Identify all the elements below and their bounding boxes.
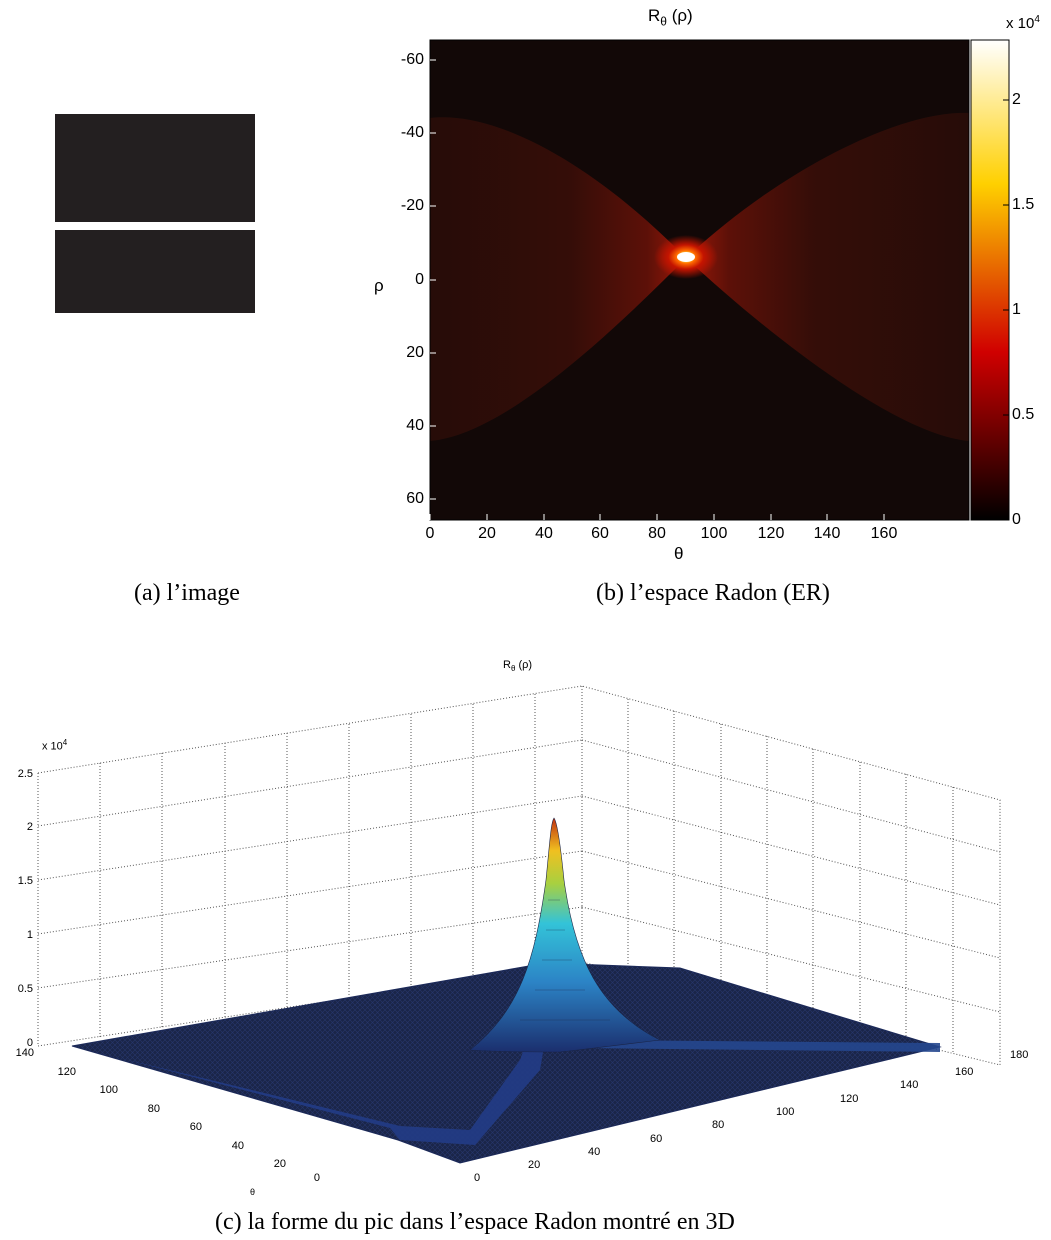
svg-text:140: 140 — [16, 1047, 34, 1059]
upper-rectangle — [55, 114, 255, 222]
heatmap-x-axis-label: θ — [674, 544, 684, 563]
colorbar-tick-label: 2 — [1012, 91, 1021, 108]
theta-tick-labels: 0 20 40 60 80 100 120 140 160 180 — [474, 1049, 1028, 1184]
x-tick-label: 140 — [813, 525, 841, 542]
surface-floor — [71, 962, 942, 1164]
svg-text:40: 40 — [588, 1146, 600, 1158]
svg-text:2: 2 — [27, 821, 33, 833]
x-tick-label: 120 — [757, 525, 785, 542]
svg-text:0: 0 — [474, 1172, 480, 1184]
z-axis-multiplier: x 104 — [42, 738, 68, 753]
colorbar — [970, 39, 1010, 521]
svg-text:20: 20 — [274, 1158, 286, 1170]
svg-text:20: 20 — [528, 1159, 540, 1171]
caption-c: (c) la forme du pic dans l’espace Radon … — [215, 1209, 735, 1235]
surface-3d-plot: 2.5 2 1.5 1 0.5 0 140 120 100 80 60 40 20 0 0 20 40… — [16, 685, 1028, 1184]
z-tick-labels: 2.5 2 1.5 1 0.5 0 — [18, 768, 33, 1049]
x-tick-label: 100 — [700, 525, 728, 542]
rho-tick-labels: 140 120 100 80 60 40 20 0 — [16, 1047, 320, 1184]
svg-text:160: 160 — [955, 1066, 973, 1078]
svg-text:140: 140 — [900, 1079, 918, 1091]
svg-text:100: 100 — [100, 1084, 118, 1096]
x-tick-label: 60 — [591, 525, 609, 542]
y-tick-label: -20 — [400, 197, 424, 214]
svg-text:120: 120 — [58, 1066, 76, 1078]
svg-text:80: 80 — [712, 1119, 724, 1131]
svg-text:1.5: 1.5 — [18, 875, 33, 887]
surface-theta-axis-label: θ — [250, 1187, 256, 1197]
svg-text:60: 60 — [190, 1121, 202, 1133]
caption-b: (b) l’espace Radon (ER) — [596, 580, 830, 606]
panel-c-title: Rθ (ρ) — [503, 659, 533, 674]
heatmap-y-axis-label: ρ — [374, 276, 384, 295]
x-tick-label: 80 — [648, 525, 666, 542]
y-tick-label: 60 — [406, 490, 424, 507]
x-tick-label: 40 — [535, 525, 553, 542]
heatmap-x-ticks — [429, 514, 885, 520]
surface-peak — [469, 817, 662, 1053]
panel-a-image — [0, 0, 330, 560]
x-tick-label: 0 — [425, 525, 435, 542]
x-tick-label: 20 — [478, 525, 496, 542]
y-tick-label: -40 — [400, 124, 424, 141]
svg-text:0: 0 — [314, 1172, 320, 1184]
radon-heatmap — [429, 39, 1010, 521]
colorbar-tick-label: 1.5 — [1012, 196, 1035, 213]
svg-text:1: 1 — [27, 929, 33, 941]
svg-text:80: 80 — [148, 1103, 160, 1115]
svg-text:120: 120 — [840, 1093, 858, 1105]
svg-text:60: 60 — [650, 1133, 662, 1145]
svg-text:0.5: 0.5 — [18, 983, 33, 995]
colorbar-tick-label: 0.5 — [1012, 406, 1035, 423]
y-tick-label: -60 — [400, 51, 424, 68]
panel-b-title: Rθ (ρ) — [648, 6, 693, 29]
svg-text:0: 0 — [27, 1037, 33, 1049]
heatmap-right-lobe — [686, 112, 969, 441]
y-tick-label: 0 — [415, 271, 424, 288]
colorbar-multiplier: x 104 — [1006, 14, 1040, 32]
heatmap-left-lobe — [430, 117, 686, 441]
y-tick-label: 40 — [406, 417, 424, 434]
svg-text:180: 180 — [1010, 1049, 1028, 1061]
lower-rectangle — [55, 230, 255, 313]
svg-text:100: 100 — [776, 1106, 794, 1118]
surface-ridge-left — [120, 990, 552, 1145]
colorbar-ticks — [1003, 99, 1009, 521]
svg-text:40: 40 — [232, 1140, 244, 1152]
colorbar-tick-label: 0 — [1012, 511, 1021, 528]
colorbar-tick-label: 1 — [1012, 301, 1021, 318]
heatmap-y-ticks — [430, 59, 436, 500]
y-tick-label: 20 — [406, 344, 424, 361]
svg-text:2.5: 2.5 — [18, 768, 33, 780]
x-tick-label: 160 — [870, 525, 898, 542]
caption-a: (a) l’image — [134, 580, 240, 606]
